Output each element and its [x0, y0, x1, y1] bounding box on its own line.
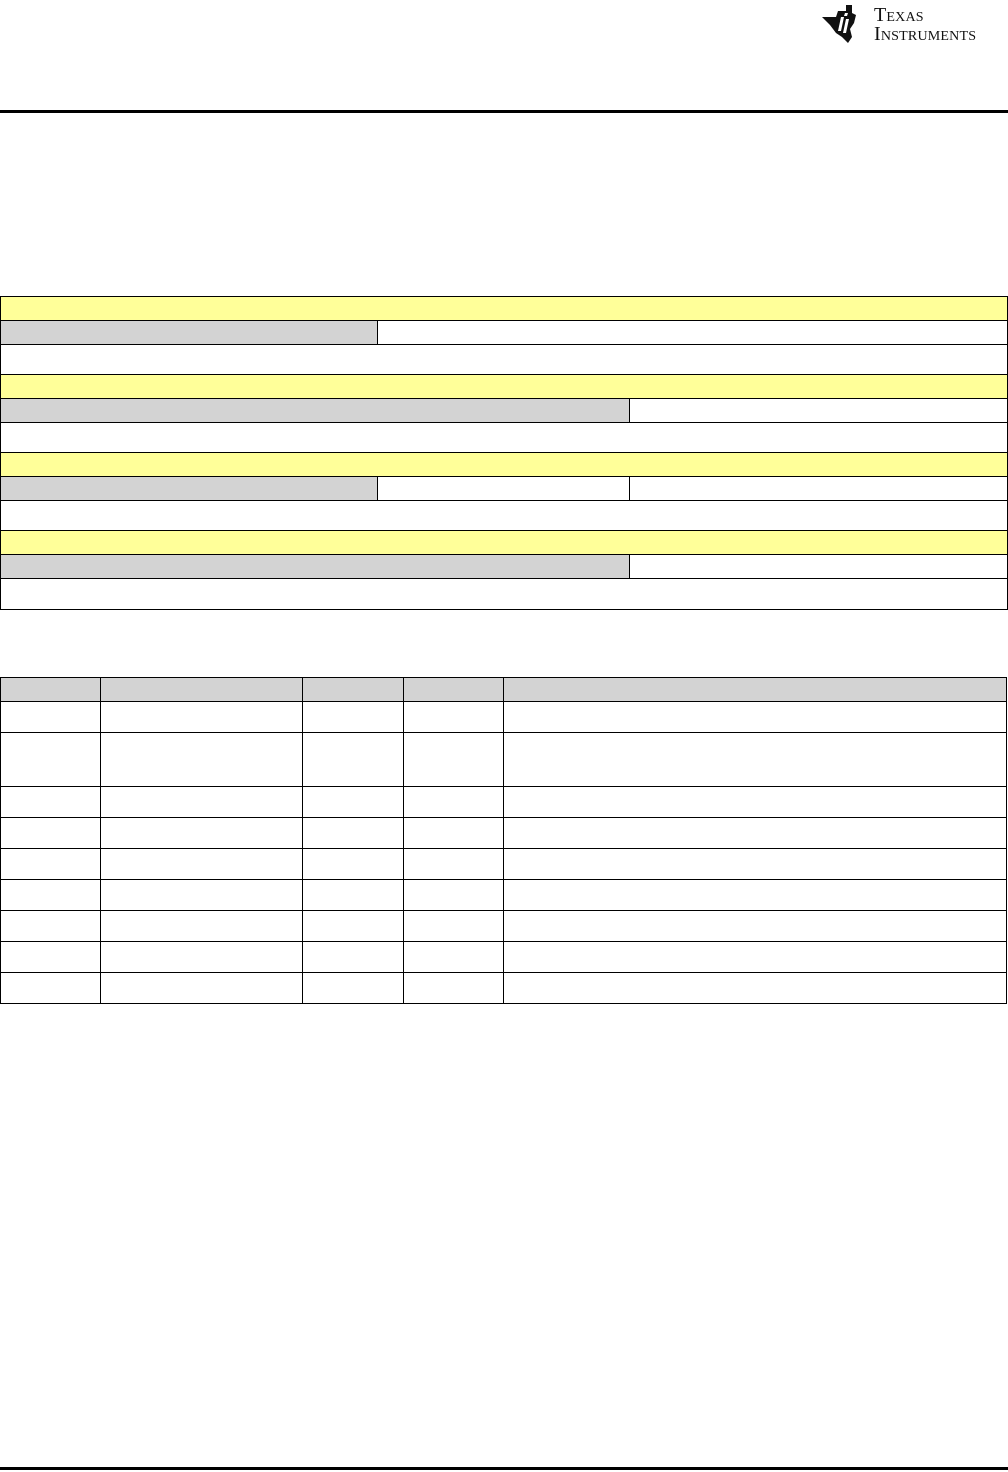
- table-cell: [100, 701, 303, 733]
- table-cell: [403, 786, 504, 818]
- field-cell: [378, 477, 630, 500]
- table-cell: [503, 848, 1007, 880]
- column-header: [0, 677, 101, 702]
- bit-number-row: [1, 375, 1007, 399]
- reserved-field: [1, 399, 630, 422]
- bit-number-row: [1, 297, 1007, 321]
- field-cell: [630, 399, 1007, 422]
- table-cell: [403, 879, 504, 911]
- texas-instruments-logo: Texas Instruments: [820, 2, 1008, 48]
- bit-number-row: [1, 531, 1007, 555]
- reserved-field: [1, 477, 378, 500]
- table-cell: [0, 941, 101, 973]
- field-row: [1, 555, 1007, 579]
- table-cell: [503, 701, 1007, 733]
- table-cell: [503, 910, 1007, 942]
- table-cell: [302, 786, 404, 818]
- reserved-field: [1, 321, 378, 344]
- table-cell: [0, 879, 101, 911]
- field-row: [1, 321, 1007, 345]
- column-header: [302, 677, 404, 702]
- table-cell: [100, 732, 303, 787]
- table-cell: [302, 732, 404, 787]
- table-cell: [403, 910, 504, 942]
- table-row: [0, 817, 1007, 849]
- table-cell: [100, 848, 303, 880]
- table-row: [0, 941, 1007, 973]
- table-cell: [0, 701, 101, 733]
- table-cell: [503, 786, 1007, 818]
- bit-number-row: [1, 453, 1007, 477]
- table-cell: [302, 941, 404, 973]
- table-cell: [0, 910, 101, 942]
- table-row: [0, 910, 1007, 942]
- table-cell: [503, 972, 1007, 1004]
- table-cell: [302, 879, 404, 911]
- table-row: [0, 972, 1007, 1004]
- column-header: [403, 677, 504, 702]
- footer-rule: [0, 1467, 1008, 1470]
- field-row: [1, 399, 1007, 423]
- column-header: [100, 677, 303, 702]
- field-cell: [378, 321, 1007, 344]
- table-cell: [100, 817, 303, 849]
- access-row: [1, 501, 1007, 531]
- column-header: [503, 677, 1007, 702]
- table-cell: [100, 941, 303, 973]
- table-cell: [403, 701, 504, 733]
- table-cell: [503, 879, 1007, 911]
- table-cell: [100, 910, 303, 942]
- table-cell: [403, 972, 504, 1004]
- table-cell: [302, 701, 404, 733]
- table-cell: [0, 732, 101, 787]
- table-cell: [403, 848, 504, 880]
- field-cell: [630, 477, 1007, 500]
- table-cell: [100, 879, 303, 911]
- table-row: [0, 701, 1007, 733]
- table-cell: [403, 732, 504, 787]
- field-description-table: [0, 677, 1007, 1004]
- table-row: [0, 879, 1007, 911]
- table-cell: [403, 817, 504, 849]
- access-row: [1, 345, 1007, 375]
- table-cell: [302, 972, 404, 1004]
- table-cell: [0, 817, 101, 849]
- table-cell: [100, 972, 303, 1004]
- ti-logo-icon: [822, 5, 856, 43]
- table-cell: [503, 817, 1007, 849]
- reserved-field: [1, 555, 630, 578]
- logo-text-line2: Instruments: [874, 23, 977, 45]
- table-cell: [302, 848, 404, 880]
- header-rule: [0, 110, 1008, 113]
- table-header-row: [0, 677, 1007, 702]
- logo-text-line1: Texas: [874, 4, 924, 26]
- table-cell: [0, 786, 101, 818]
- table-cell: [403, 941, 504, 973]
- table-cell: [302, 817, 404, 849]
- table-cell: [0, 848, 101, 880]
- table-row: [0, 732, 1007, 787]
- access-row: [1, 423, 1007, 453]
- table-cell: [503, 941, 1007, 973]
- table-row: [0, 848, 1007, 880]
- table-cell: [0, 972, 101, 1004]
- table-cell: [503, 732, 1007, 787]
- table-cell: [100, 786, 303, 818]
- field-cell: [630, 555, 1007, 578]
- table-cell: [302, 910, 404, 942]
- field-row: [1, 477, 1007, 501]
- register-diagram: [0, 296, 1008, 610]
- access-row: [1, 579, 1007, 609]
- table-row: [0, 786, 1007, 818]
